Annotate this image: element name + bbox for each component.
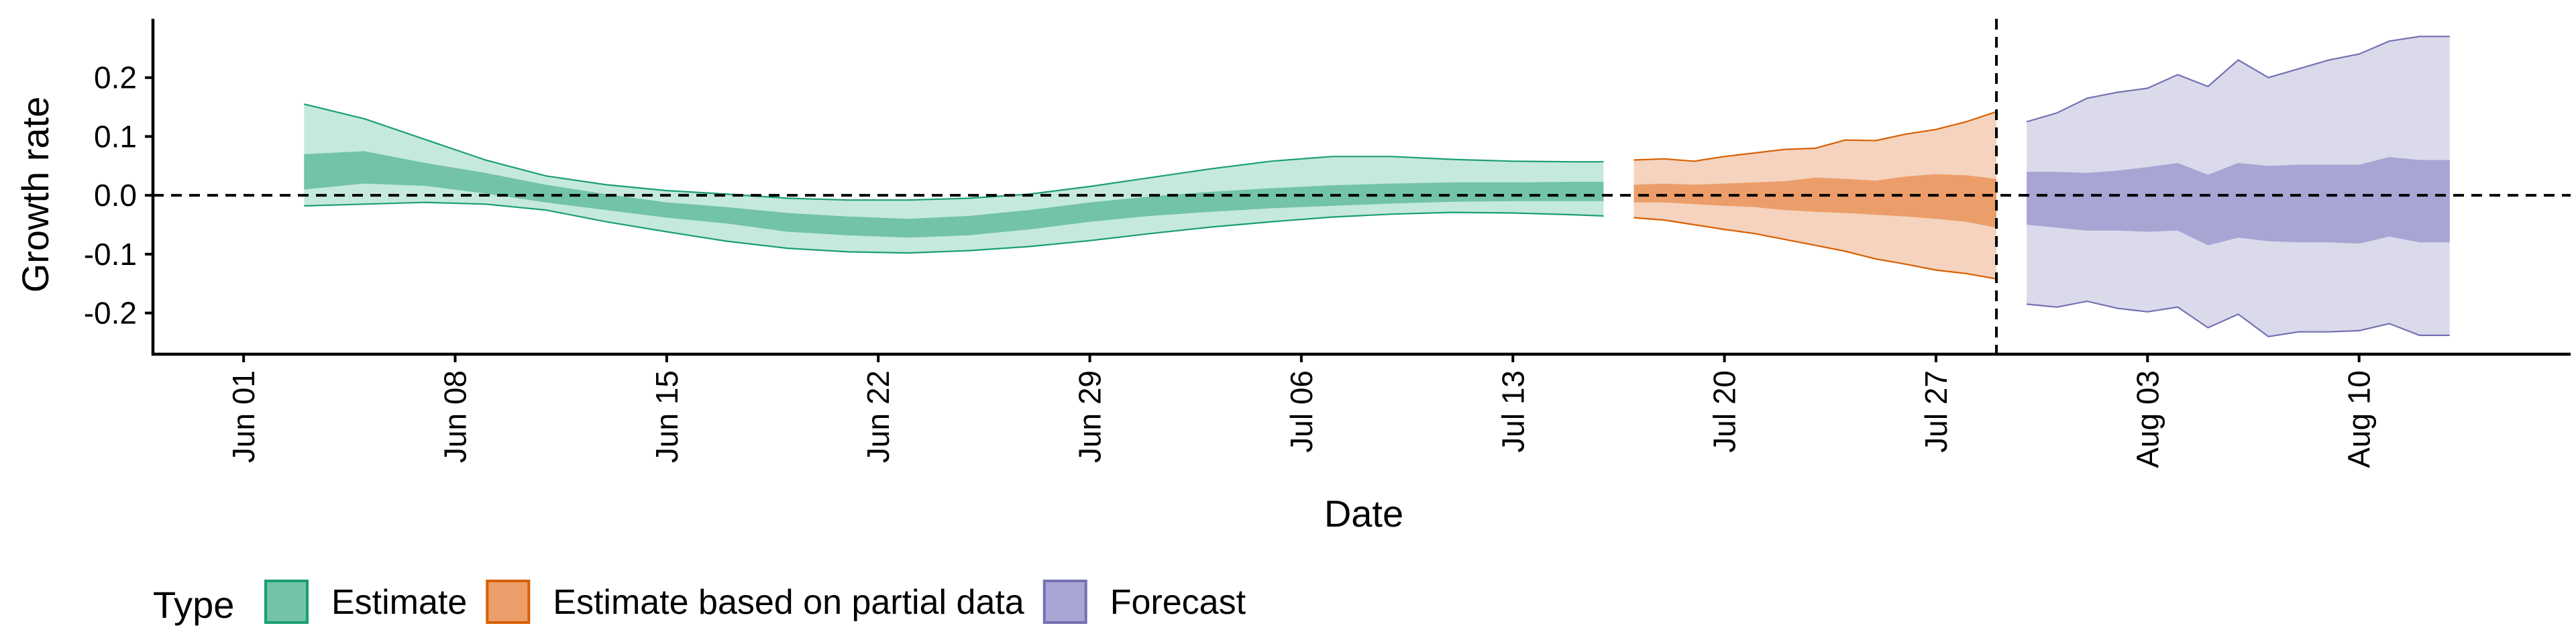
legend-swatch-estimate (264, 580, 309, 624)
x-tick-label: Jul 06 (1284, 370, 1319, 453)
x-tick-label: Jun 15 (649, 370, 684, 463)
x-tick-label: Jun 08 (438, 370, 473, 463)
y-tick-label: 0.0 (94, 178, 137, 213)
y-tick-label: 0.1 (94, 119, 137, 154)
reference-lines (153, 19, 2571, 354)
y-tick-label: -0.2 (84, 296, 137, 331)
band-upper-edge-estimate-based-on-partial-data (1633, 111, 1997, 162)
legend-label-forecast: Forecast (1110, 583, 1246, 622)
x-tick-label: Jul 27 (1919, 370, 1953, 453)
band-50-estimate-based-on-partial-data (1633, 174, 1996, 228)
band-lower-edge-estimate (304, 201, 1604, 254)
series-estimate (304, 103, 1604, 254)
legend-title: Type (153, 584, 234, 626)
axes: -0.2 -0.1 0.0 0.1 0.2 Jun 01 Jun 08 Jun 15 Jun 2… (84, 19, 2571, 468)
band-upper-edge-estimate (304, 103, 1604, 201)
y-tick-label: 0.2 (94, 60, 137, 95)
x-tick-label: Jun 01 (226, 370, 261, 463)
band-lower-edge-estimate-based-on-partial-data (1633, 217, 1997, 280)
band-90-estimate (304, 104, 1604, 254)
band-50-forecast (2027, 157, 2450, 246)
band-layer (304, 36, 2450, 337)
x-tick-label: Aug 03 (2130, 370, 2165, 468)
x-tick-label: Jul 13 (1495, 370, 1530, 453)
y-tick-label: -0.1 (84, 237, 137, 272)
x-tick-label: Jun 22 (861, 370, 896, 463)
legend: Type Estimate Estimate based on partial d… (153, 580, 1246, 626)
y-axis-title: Growth rate (14, 97, 56, 293)
x-tick-label: Jun 29 (1073, 370, 1108, 463)
x-tick-label: Jul 20 (1707, 370, 1742, 453)
band-50-estimate (304, 151, 1604, 238)
legend-swatch-forecast (1042, 580, 1087, 624)
band-lower-edge-forecast (2026, 300, 2450, 337)
x-tick-label: Aug 10 (2342, 370, 2377, 468)
legend-label-estimate: Estimate (331, 583, 467, 622)
x-axis-title: Date (1324, 492, 1403, 535)
legend-label-estimate-based-on-partial-data: Estimate based on partial data (553, 583, 1024, 622)
legend-swatch-estimate-based-on-partial-data (486, 580, 531, 624)
series-estimate-based-on-partial-data (1633, 111, 1997, 280)
band-upper-edge-forecast (2026, 36, 2450, 123)
series-forecast (2026, 36, 2450, 337)
